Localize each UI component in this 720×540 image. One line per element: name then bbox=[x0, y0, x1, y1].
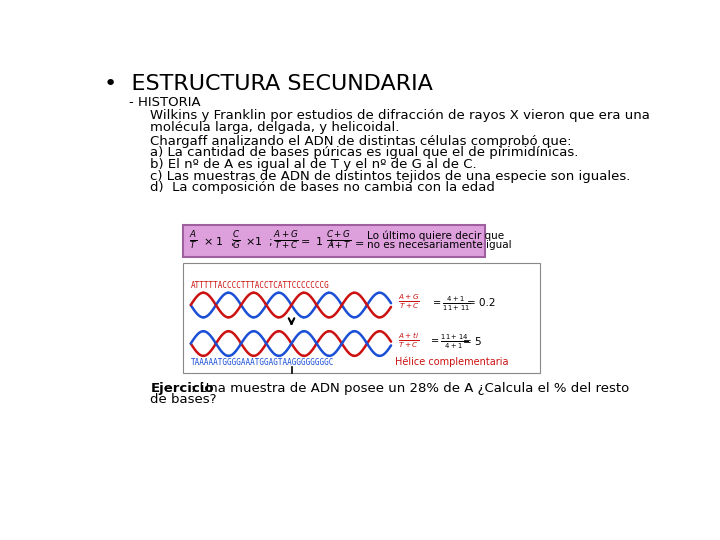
Text: = 0.2: = 0.2 bbox=[467, 299, 495, 308]
Text: = 5: = 5 bbox=[463, 337, 482, 347]
Text: $= \frac{4+1}{11+11}$: $= \frac{4+1}{11+11}$ bbox=[431, 294, 471, 313]
Text: Chargaff analizando el ADN de distintas células comprobó que:: Chargaff analizando el ADN de distintas … bbox=[150, 135, 572, 148]
Text: $\frac{A+G}{T+C}$: $\frac{A+G}{T+C}$ bbox=[273, 230, 299, 251]
Text: $\frac{C+G}{A+T}$: $\frac{C+G}{A+T}$ bbox=[326, 230, 352, 251]
Text: •  ESTRUCTURA SECUNDARIA: • ESTRUCTURA SECUNDARIA bbox=[104, 74, 433, 94]
Text: $\times$ 1  ;: $\times$ 1 ; bbox=[203, 235, 235, 248]
Text: c) Las muestras de ADN de distintos tejidos de una especie son iguales.: c) Las muestras de ADN de distintos teji… bbox=[150, 170, 631, 183]
Text: no es necesariamente igual: no es necesariamente igual bbox=[367, 240, 512, 251]
Text: $= \frac{11+14}{4+1}$: $= \frac{11+14}{4+1}$ bbox=[429, 333, 469, 351]
Text: $\frac{A+G}{T+C}$: $\frac{A+G}{T+C}$ bbox=[398, 293, 420, 311]
Text: $\frac{A+ti}{T+C}$: $\frac{A+ti}{T+C}$ bbox=[398, 331, 420, 350]
Text: - HISTORIA: - HISTORIA bbox=[129, 96, 200, 109]
Text: d)  La composición de bases no cambia con la edad: d) La composición de bases no cambia con… bbox=[150, 181, 495, 194]
Text: de bases?: de bases? bbox=[150, 393, 217, 406]
Text: $\frac{C}{G}$: $\frac{C}{G}$ bbox=[232, 230, 240, 251]
Text: Hélice complementaria: Hélice complementaria bbox=[395, 356, 508, 367]
Text: a) La cantidad de bases púricas es igual que el de pirimidínicas.: a) La cantidad de bases púricas es igual… bbox=[150, 146, 579, 159]
Text: $=$: $=$ bbox=[352, 237, 364, 247]
Text: $\frac{A}{T}$: $\frac{A}{T}$ bbox=[189, 230, 198, 251]
Text: b) El nº de A es igual al de T y el nº de G al de C.: b) El nº de A es igual al de T y el nº d… bbox=[150, 158, 477, 171]
FancyBboxPatch shape bbox=[183, 264, 539, 373]
Text: : Una muestra de ADN posee un 28% de A ¿Calcula el % del resto: : Una muestra de ADN posee un 28% de A ¿… bbox=[191, 382, 629, 395]
Text: molécula larga, delgada, y helicoidal.: molécula larga, delgada, y helicoidal. bbox=[150, 121, 400, 134]
Text: TAAAAATGGGGAAATGGAGTAAGGGGGGGGC: TAAAAATGGGGAAATGGAGTAAGGGGGGGGC bbox=[191, 358, 334, 367]
Text: $\times$1  ;: $\times$1 ; bbox=[245, 235, 273, 248]
Text: Wilkins y Franklin por estudios de difracción de rayos X vieron que era una: Wilkins y Franklin por estudios de difra… bbox=[150, 110, 650, 123]
Text: Ejercicio: Ejercicio bbox=[150, 382, 214, 395]
Text: ATTTTTACCCCTTTACCTCATTCCCCCCCG: ATTTTTACCCCTTTACCTCATTCCCCCCCG bbox=[191, 281, 330, 289]
FancyBboxPatch shape bbox=[183, 225, 485, 257]
Text: $=$ 1  ;: $=$ 1 ; bbox=[297, 235, 333, 248]
Text: Lo último quiere decir que: Lo último quiere decir que bbox=[367, 231, 505, 241]
